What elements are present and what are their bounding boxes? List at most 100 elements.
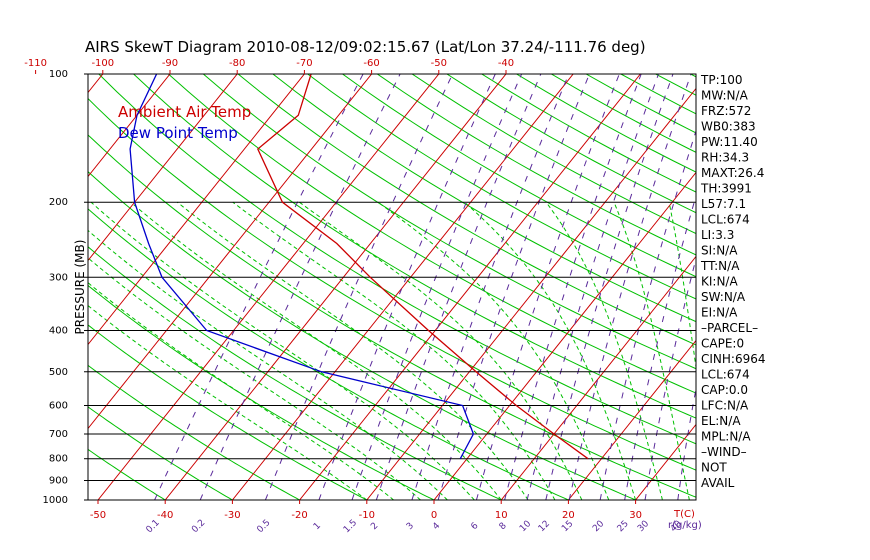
mixing-ratio-line	[351, 74, 523, 500]
pressure-tick-label: 100	[49, 69, 68, 80]
isotherm-line	[97, 74, 440, 500]
dry-adiabat-line	[168, 74, 696, 394]
top-temp-tick-label: -110	[24, 58, 47, 69]
dry-adiabat-line	[307, 74, 696, 300]
index-entry: LCL:674	[701, 213, 750, 227]
index-entry: MPL:N/A	[701, 430, 751, 444]
temp-tick-label: 0	[431, 510, 437, 521]
temp-tick-label: 20	[562, 510, 575, 521]
mixing-ratio-label: 4	[431, 521, 442, 532]
mixing-ratio-line	[624, 194, 696, 500]
index-entry: RH:34.3	[701, 151, 749, 165]
mixing-ratio-line	[504, 74, 642, 500]
mixing-ratio-line	[644, 256, 696, 500]
temp-tick-label: -40	[157, 510, 173, 521]
top-temp-tick-label: -50	[431, 58, 447, 69]
mixing-ratio-line	[545, 74, 674, 500]
dry-adiabat-line	[98, 74, 696, 445]
top-temp-tick-label: -40	[498, 58, 514, 69]
isotherm-line	[88, 74, 305, 346]
dry-adiabat-line	[237, 74, 696, 346]
pressure-tick-label: 500	[49, 367, 68, 378]
pressure-tick-label: 1000	[43, 495, 68, 506]
index-entry: TH:3991	[700, 182, 752, 196]
top-temp-tick-label: -100	[91, 58, 114, 69]
temp-tick-label: 10	[495, 510, 508, 521]
moist-adiabat-line	[668, 202, 696, 371]
index-entry: L57:7.1	[701, 197, 746, 211]
dry-adiabat-line	[88, 364, 300, 500]
dry-adiabat-line	[88, 246, 502, 500]
mixing-ratio-line	[264, 74, 454, 500]
dry-adiabat-line	[342, 74, 696, 278]
top-temp-tick-label: -70	[296, 58, 312, 69]
isotherm-line	[299, 74, 641, 500]
index-entry: TP:100	[700, 73, 743, 87]
pressure-tick-label: 400	[49, 325, 68, 336]
dry-adiabat-line	[88, 284, 435, 500]
mixing-ratio-line	[411, 74, 570, 500]
mixing-ratio-line	[318, 74, 496, 500]
mixing-ratio-label: 0.2	[190, 518, 207, 535]
temp-tick-label: -30	[224, 510, 240, 521]
index-entry: MAXT:26.4	[701, 166, 764, 180]
mixing-ratio-label: 25	[616, 519, 631, 534]
dry-adiabat-line	[88, 448, 166, 500]
sounding-series	[129, 74, 589, 460]
moist-adiabat-line	[88, 229, 448, 500]
mixing-ratio-line	[475, 74, 620, 500]
dry-adiabat-line	[202, 74, 696, 370]
isotherm-line	[635, 423, 696, 500]
index-entry: LCL:674	[701, 368, 750, 382]
moist-adiabat-line	[176, 201, 529, 500]
y-axis-label: PRESSURE (MB)	[73, 240, 87, 335]
top-temp-tick-label: -90	[162, 58, 178, 69]
dry-adiabat-line	[272, 74, 696, 323]
index-entry: CINH:6964	[701, 352, 766, 366]
index-entry: NOT	[701, 461, 727, 475]
legend-dew-point-temp: Dew Point Temp	[118, 124, 238, 142]
isotherm-line	[232, 74, 574, 500]
pressure-tick-label: 300	[49, 272, 68, 283]
top-temp-tick-label: -60	[363, 58, 379, 69]
dry-adiabat-line	[88, 406, 233, 500]
mixing-ratio-line	[599, 129, 696, 500]
index-entry: CAPE:0	[701, 337, 744, 351]
temp-tick-label: -10	[359, 510, 375, 521]
pressure-tick-label: 600	[49, 400, 68, 411]
index-entry: EL:N/A	[701, 414, 741, 428]
mixing-ratio-label: 1.5	[342, 518, 359, 535]
dry-adiabat-line	[516, 74, 696, 173]
x-axis-label: T(C)	[673, 509, 695, 520]
isotherm-line	[433, 171, 696, 500]
mixing-ratio-line	[526, 74, 659, 500]
index-entry: –PARCEL–	[701, 321, 758, 335]
isotherm-line	[770, 74, 870, 500]
isotherm-line	[366, 87, 696, 500]
mixing-ratio-label: 6	[469, 521, 480, 532]
legend: Ambient Air Temp Dew Point Temp	[118, 103, 251, 142]
index-entry: FRZ:572	[701, 104, 751, 118]
index-entry: SW:N/A	[701, 290, 746, 304]
mixing-ratio-line	[568, 74, 692, 500]
mixing-ratio-label: 1	[312, 521, 323, 532]
mixing-ratio-label: 3	[405, 521, 416, 532]
index-entry: MW:N/A	[701, 89, 749, 103]
mixing-ratio-label: 10	[518, 519, 533, 534]
dry-adiabat-line	[133, 74, 696, 419]
dry-adiabat-line	[411, 74, 696, 235]
mixing-ratio-label: 8	[498, 521, 509, 532]
mixing-ratio-line	[437, 74, 590, 500]
series-line-dew-point-temp	[129, 74, 475, 460]
moist-adiabat-line	[232, 201, 556, 500]
isotherm-line	[88, 74, 372, 430]
index-entry: –WIND–	[701, 445, 747, 459]
mixing-ratio-line	[375, 74, 542, 500]
chart-title: AIRS SkewT Diagram 2010-08-12/09:02:15.6…	[85, 38, 646, 56]
moist-adiabat-line	[299, 201, 583, 500]
mixing-ratio-label: 12	[537, 519, 552, 534]
index-entry: PW:11.40	[701, 135, 758, 149]
isotherm-line	[568, 339, 696, 500]
